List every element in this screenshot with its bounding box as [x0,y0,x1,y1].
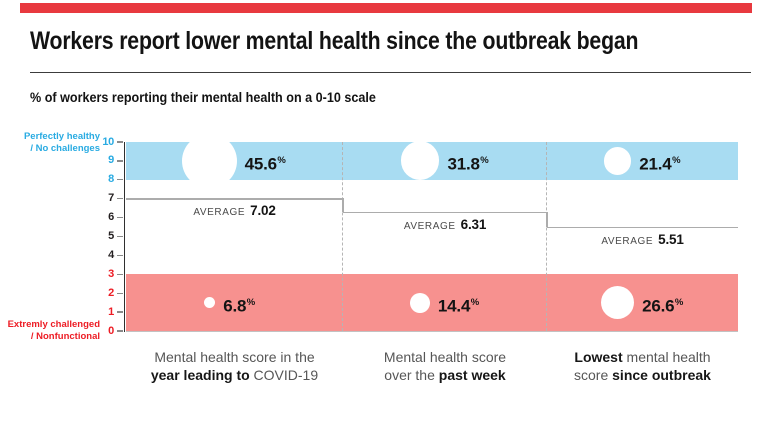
healthy-share-value: 45.6% [245,150,286,175]
y-tick-label: 5 [108,230,114,242]
caption-emphasis: past week [438,367,506,383]
y-tick-label: 4 [108,248,114,261]
average-label: AVERAGE 6.31 [365,216,525,234]
axis-caption-challenged: Extremly challenged / Nonfunctional [8,319,100,342]
plot-baseline [126,331,738,332]
y-tick-mark [117,292,123,294]
average-label: AVERAGE 7.02 [155,204,315,220]
average-step-connector [342,198,344,212]
challenged-share-bubble [410,292,430,313]
y-tick-mark [117,160,123,162]
axis-caption-healthy-line1: Perfectly healthy [23,131,100,142]
y-tick-mark [117,235,123,238]
average-line [343,211,547,214]
y-tick-label: 10 [102,135,114,148]
healthy-share-number: 31.8 [447,154,480,174]
y-tick-label: 7 [108,192,114,205]
accent-bar [20,3,752,13]
column-caption: Lowest mental health score since outbreak [528,348,758,384]
y-tick-label: 1 [108,305,114,318]
caption-text: score [574,367,613,383]
column-caption-line: Mental health score [330,348,560,366]
challenged-share-number: 14.4 [437,296,471,316]
average-value: 6.31 [460,216,487,232]
percent-sign: % [480,155,489,167]
average-line [126,198,343,200]
column-caption-line: year leading to COVID-19 [120,366,350,384]
healthy-share-number: 21.4 [639,154,672,174]
column-caption-line: Mental health score in the [120,348,350,366]
average-line [547,226,738,229]
y-tick-mark [117,198,123,200]
axis-caption-healthy-line2: / No challenges [30,142,100,154]
y-tick-mark [117,179,123,181]
column-caption-line: over the past week [330,366,560,384]
y-tick-mark [117,254,123,257]
y-tick-label: 6 [108,211,114,224]
column-caption: Mental health score in the year leading t… [120,348,350,384]
average-word: AVERAGE [403,220,456,232]
y-tick-label: 0 [108,324,114,337]
caption-emphasis: Lowest [574,349,623,365]
percent-sign: % [672,155,681,167]
challenged-share-value: 6.8% [223,292,255,317]
average-value: 7.02 [250,203,276,219]
challenged-share-number: 26.6 [642,296,675,316]
average-word: AVERAGE [193,207,246,219]
caption-text: Mental health score in the [154,349,315,365]
caption-emphasis: year leading to [150,367,250,383]
percent-sign: % [674,297,684,309]
chart-subtitle: % of workers reporting their mental heal… [30,89,376,105]
percent-sign: % [470,297,480,309]
column-separator [546,142,547,331]
average-word: AVERAGE [601,235,654,247]
challenged-share-number: 6.8 [223,296,247,316]
title-divider [30,72,751,73]
healthy-share-bubble [182,133,237,188]
axis-caption-healthy: Perfectly healthy / No challenges [24,131,100,154]
average-value: 5.51 [658,231,684,247]
y-tick-label: 3 [108,267,114,280]
y-tick-mark [117,141,123,143]
challenged-share-bubble [600,286,635,320]
caption-text: mental health [622,349,711,365]
column-caption-line: score since outbreak [528,366,758,384]
y-tick-label: 2 [108,286,114,299]
caption-text: over the [384,367,439,383]
challenged-share-value: 14.4% [438,292,479,317]
caption-text: COVID-19 [249,367,319,383]
average-step-connector [546,211,548,227]
column-caption-line: Lowest mental health [528,348,758,366]
percent-sign: % [246,297,256,309]
percent-sign: % [277,155,286,167]
y-tick-mark [117,311,123,313]
y-tick-label: 8 [108,173,114,186]
healthy-share-bubble [603,147,632,175]
page-title: Workers report lower mental health since… [30,27,639,55]
y-tick-label: 9 [108,154,114,167]
y-axis-line [123,142,126,332]
challenged-share-value: 26.6% [642,292,683,317]
caption-text: Mental health score [383,349,507,365]
average-label: AVERAGE 5.51 [563,231,723,249]
healthy-share-value: 21.4% [639,150,680,175]
column-separator [342,142,343,331]
y-tick-mark [117,273,123,275]
column-caption: Mental health score over the past week [330,348,560,384]
y-tick-mark [117,330,123,332]
healthy-share-bubble [400,141,440,181]
challenged-band [126,274,738,331]
axis-caption-challenged-line1: Extremly challenged [7,319,100,330]
challenged-share-bubble [203,296,216,309]
y-tick-mark [117,216,123,219]
healthy-share-value: 31.8% [447,150,488,175]
caption-emphasis: since outbreak [612,367,711,383]
axis-caption-challenged-line2: / Nonfunctional [30,330,100,342]
healthy-share-number: 45.6 [244,154,277,174]
